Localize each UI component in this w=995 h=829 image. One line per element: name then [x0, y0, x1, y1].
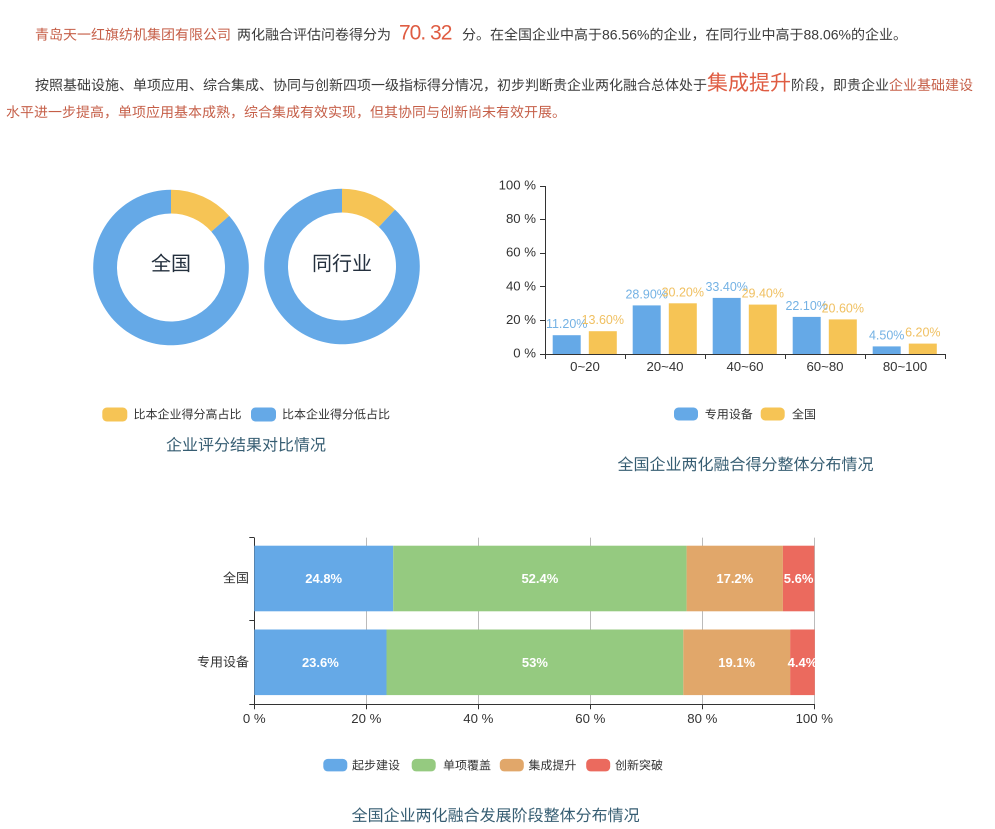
svg-text:6.20%: 6.20%	[905, 326, 940, 340]
svg-text:11.20%: 11.20%	[546, 317, 587, 331]
svg-text:24.8%: 24.8%	[305, 571, 342, 586]
svg-text:20.60%: 20.60%	[822, 301, 864, 315]
svg-text:20 %: 20 %	[506, 312, 536, 327]
svg-text:19.1%: 19.1%	[718, 655, 755, 670]
svg-text:33.40%: 33.40%	[705, 280, 747, 294]
svg-text:4.50%: 4.50%	[869, 328, 904, 342]
svg-text:60 %: 60 %	[575, 711, 605, 726]
svg-text:30.20%: 30.20%	[662, 285, 704, 299]
svg-text:80~100: 80~100	[883, 359, 927, 374]
svg-text:17.2%: 17.2%	[716, 571, 753, 586]
svg-text:20~40: 20~40	[646, 359, 683, 374]
svg-text:70. 32: 70. 32	[399, 22, 452, 45]
svg-text:60~80: 60~80	[806, 359, 843, 374]
svg-text:60 %: 60 %	[506, 245, 536, 260]
svg-text:20 %: 20 %	[351, 711, 381, 726]
svg-text:40 %: 40 %	[506, 278, 536, 293]
svg-text:28.90%: 28.90%	[625, 287, 667, 301]
svg-text:5.6%: 5.6%	[784, 571, 814, 586]
svg-text:40 %: 40 %	[463, 711, 493, 726]
svg-text:23.6%: 23.6%	[302, 655, 339, 670]
svg-text:4.4%: 4.4%	[788, 655, 818, 670]
svg-text:80 %: 80 %	[506, 211, 536, 226]
svg-text:13.60%: 13.60%	[582, 313, 624, 327]
svg-text:100 %: 100 %	[499, 178, 537, 193]
svg-text:100 %: 100 %	[796, 711, 834, 726]
svg-text:88.06%: 88.06%	[804, 27, 851, 43]
svg-text:52.4%: 52.4%	[521, 571, 558, 586]
svg-text:40~60: 40~60	[726, 359, 763, 374]
svg-text:22.10%: 22.10%	[785, 299, 827, 313]
svg-text:29.40%: 29.40%	[742, 287, 784, 301]
svg-text:0~20: 0~20	[570, 359, 600, 374]
svg-text:86.56%: 86.56%	[602, 27, 649, 43]
svg-text:80 %: 80 %	[687, 711, 717, 726]
svg-text:0 %: 0 %	[513, 346, 536, 361]
svg-text:0 %: 0 %	[243, 711, 266, 726]
svg-text:53%: 53%	[522, 655, 548, 670]
